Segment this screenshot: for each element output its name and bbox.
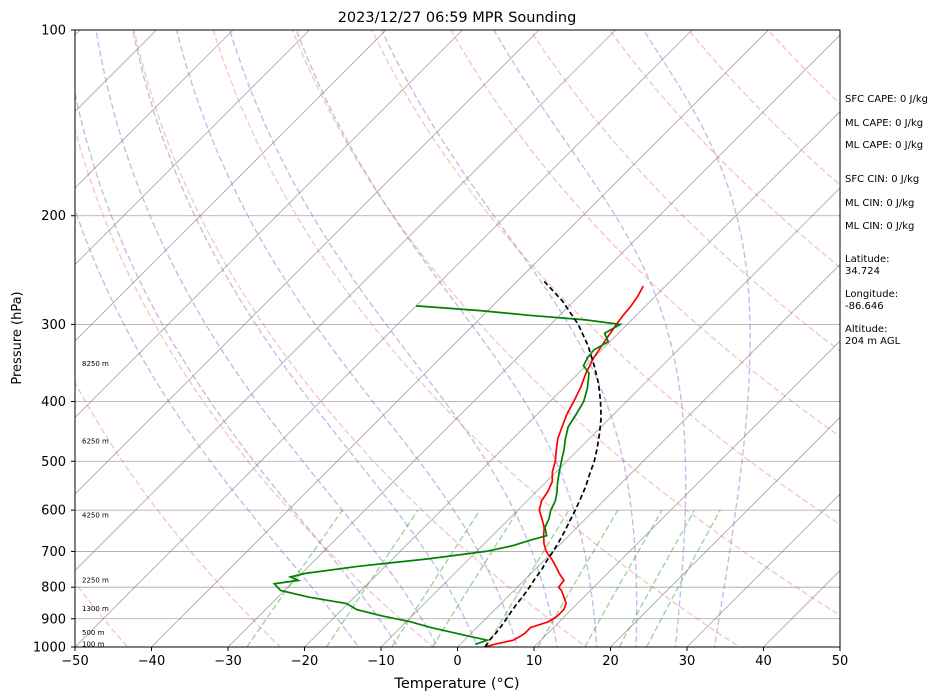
y-tick-label: 900: [41, 612, 66, 627]
moist-adiabat-line: [75, 89, 399, 647]
height-label: 2250 m: [82, 577, 109, 585]
dry-adiabat-line: [529, 30, 840, 352]
height-label: 8250 m: [82, 360, 109, 368]
x-tick-label: 10: [526, 654, 543, 669]
isotherm-line: [75, 30, 310, 266]
mixing-ratio-line: [584, 509, 663, 647]
x-tick-label: 30: [679, 654, 696, 669]
isotherm-line: [610, 416, 840, 647]
y-tick-label: 800: [41, 581, 66, 596]
isotherm-line: [75, 30, 693, 647]
moist-adiabat-line: [95, 30, 439, 647]
x-tick-label: −30: [214, 654, 241, 669]
y-axis-ticks: 1000 900 800 700 600 500 400 300 200 100: [33, 24, 75, 656]
isotherm-line: [75, 30, 387, 342]
height-label: 1300 m: [82, 605, 109, 613]
longitude-value: -86.646: [845, 301, 884, 312]
y-tick-label: 600: [41, 504, 66, 519]
x-tick-label: 50: [832, 654, 849, 669]
isotherm-line: [686, 493, 840, 647]
height-label: 100 m: [82, 641, 105, 649]
height-label: 6250 m: [82, 438, 109, 446]
mixing-ratio-line: [618, 509, 696, 647]
mixing-ratio-lines: [246, 509, 721, 647]
dewpoint-profile: [272, 305, 623, 646]
latitude-label: Latitude:: [845, 254, 890, 265]
y-tick-label: 100: [41, 24, 66, 39]
x-tick-label: −50: [61, 654, 88, 669]
isotherm-line: [75, 30, 540, 495]
chart-title: 2023/12/27 06:59 MPR Sounding: [338, 10, 577, 26]
side-panel: SFC CAPE: 0 J/kg ML CAPE: 0 J/kg ML CAPE…: [845, 94, 928, 347]
moist-adiabat-line: [493, 30, 687, 647]
moist-adiabat-line: [175, 30, 519, 647]
altitude-label: Altitude:: [845, 324, 887, 335]
dry-adiabat-line: [450, 30, 840, 438]
height-labels: 100 m 500 m 1300 m 2250 m 4250 m 6250 m 8250 m: [82, 360, 109, 649]
dry-adiabat-line: [133, 30, 588, 647]
moist-adiabat-line: [132, 30, 479, 647]
isotherms: [75, 30, 840, 647]
isotherm-line: [304, 110, 840, 647]
x-tick-label: 20: [602, 654, 619, 669]
mixing-ratio-line: [391, 509, 481, 647]
isotherm-line: [380, 187, 840, 647]
height-label: 500 m: [82, 629, 105, 637]
dry-adiabat-line: [371, 30, 840, 526]
mixing-ratio-line: [325, 509, 419, 647]
x-tick-label: 40: [755, 654, 772, 669]
height-label: 4250 m: [82, 511, 109, 519]
sfc-cape-text: SFC CAPE: 0 J/kg: [845, 94, 928, 105]
x-axis-ticks: −50 −40 −30 −20 −10 0 10 20 30 40 50: [61, 647, 848, 669]
isotherm-line: [75, 30, 616, 572]
altitude-value: 204 m AGL: [845, 336, 901, 347]
x-tick-label: −20: [291, 654, 318, 669]
y-tick-label: 500: [41, 455, 66, 470]
plot-area: [75, 30, 840, 647]
y-tick-label: 400: [41, 395, 66, 410]
mixing-ratio-line: [645, 509, 721, 647]
isotherm-line: [151, 30, 769, 647]
isotherm-line: [457, 263, 840, 647]
sfc-cin-text: SFC CIN: 0 J/kg: [845, 174, 919, 185]
x-tick-label: −10: [367, 654, 394, 669]
y-tick-label: 200: [41, 209, 66, 224]
parcel-path: [484, 280, 602, 647]
isotherm-line: [227, 34, 840, 647]
mixing-ratio-line: [537, 509, 619, 647]
moist-adiabat-line: [229, 30, 558, 647]
dry-adiabat-line: [75, 126, 435, 647]
isobars: [75, 215, 840, 620]
ml-cin-text-2: ML CIN: 0 J/kg: [845, 221, 914, 232]
x-tick-label: −40: [138, 654, 165, 669]
ml-cape-text: ML CAPE: 0 J/kg: [845, 118, 923, 129]
longitude-label: Longitude:: [845, 289, 898, 300]
isotherm-line: [533, 340, 840, 647]
moist-adiabats: [75, 30, 751, 647]
sounding-series: [272, 280, 645, 647]
moist-adiabat-line: [642, 30, 751, 647]
moist-adiabat-line: [295, 30, 598, 647]
x-tick-label: 0: [453, 654, 461, 669]
dry-adiabat-line: [75, 381, 282, 647]
y-tick-label: 300: [41, 318, 66, 333]
y-axis-label: Pressure (hPa): [10, 291, 25, 384]
latitude-value: 34.724: [845, 266, 880, 277]
ml-cin-text: ML CIN: 0 J/kg: [845, 198, 914, 209]
dry-adiabat-line: [212, 30, 741, 647]
isotherm-line: [75, 30, 463, 419]
dry-adiabat-line: [291, 30, 840, 616]
dry-adiabats: [75, 30, 840, 647]
y-tick-label: 700: [41, 545, 66, 560]
x-axis-label: Temperature (°C): [393, 676, 519, 692]
y-tick-label: 1000: [33, 641, 66, 656]
ml-cape-text-2: ML CAPE: 0 J/kg: [845, 140, 923, 151]
isotherm-line: [75, 30, 234, 189]
